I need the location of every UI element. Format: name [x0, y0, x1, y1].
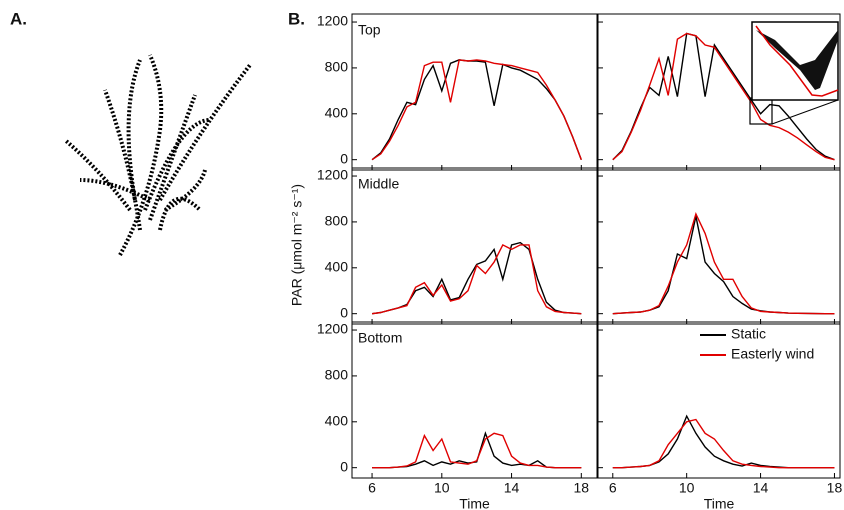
y-tick-label: 800	[325, 367, 349, 383]
panel-frame	[351, 167, 598, 325]
series-line	[371, 59, 582, 161]
y-tick-label: 1200	[317, 167, 348, 183]
x-axis-label: Time	[459, 496, 490, 510]
x-tick-label: 6	[609, 480, 617, 496]
x-tick-label: 10	[434, 480, 450, 496]
y-tick-label: 0	[340, 150, 348, 166]
series-line	[372, 241, 582, 315]
x-tick-label: 18	[574, 480, 590, 496]
y-tick-label: 1200	[317, 321, 348, 337]
y-axis-label: PAR (μmol m⁻² s⁻¹)	[289, 184, 305, 306]
panel-frame	[597, 13, 841, 171]
plant-illustration	[63, 54, 252, 256]
panel-title: Bottom	[358, 330, 402, 346]
series-line	[372, 432, 582, 469]
x-tick-label: 6	[368, 480, 376, 496]
panel-title: Middle	[358, 176, 399, 192]
y-tick-label: 800	[325, 59, 349, 75]
x-tick-label: 14	[504, 480, 520, 496]
panel-frame	[351, 13, 598, 171]
inset-fill	[756, 30, 838, 90]
y-tick-label: 0	[340, 304, 348, 320]
panel-frame	[597, 167, 841, 325]
series-line	[371, 59, 582, 161]
y-tick-label: 0	[340, 458, 348, 474]
series-line	[612, 211, 835, 315]
panel-frame	[597, 321, 841, 479]
series-line	[372, 243, 582, 315]
y-tick-label: 1200	[317, 13, 348, 29]
panel-title: Top	[358, 22, 381, 38]
y-tick-label: 800	[325, 213, 349, 229]
series-line	[612, 32, 835, 161]
legend-label: Easterly wind	[731, 346, 814, 362]
zoom-connector	[771, 99, 839, 125]
x-axis-label: Time	[704, 496, 735, 510]
x-tick-label: 18	[827, 480, 843, 496]
series-line	[612, 32, 835, 161]
legend-label: Static	[731, 326, 766, 342]
inset-line	[755, 25, 839, 97]
x-tick-label: 10	[679, 480, 695, 496]
panel-frame	[351, 321, 598, 479]
y-tick-label: 400	[325, 412, 349, 428]
y-tick-label: 400	[325, 104, 349, 120]
panel-label: A.	[10, 9, 27, 28]
series-line	[372, 431, 582, 469]
x-tick-label: 14	[753, 480, 769, 496]
series-line	[612, 418, 835, 469]
y-tick-label: 400	[325, 258, 349, 274]
inset	[749, 21, 839, 125]
series-line	[612, 414, 835, 469]
series-line	[612, 216, 835, 315]
panel-label: B.	[288, 9, 305, 28]
